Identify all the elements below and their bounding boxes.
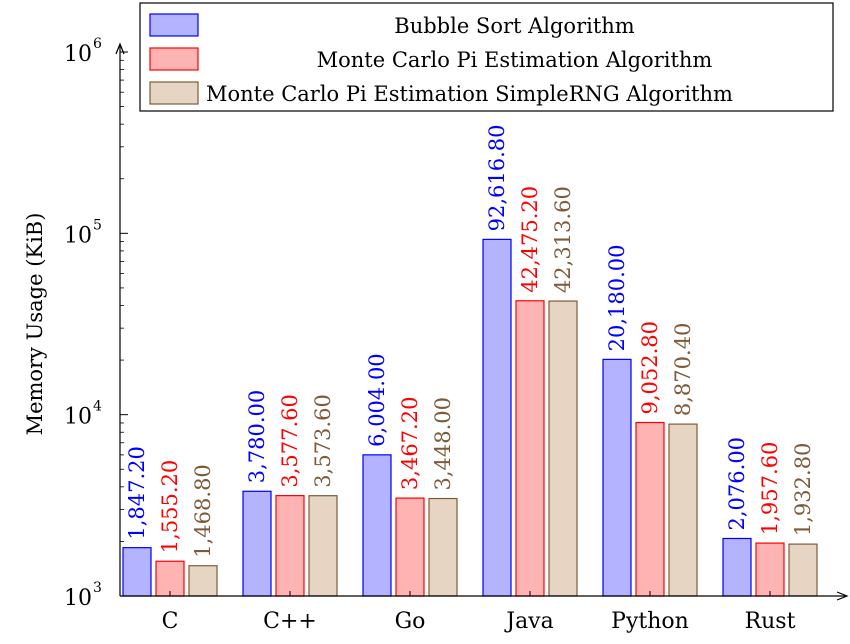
- y-tick-exponent: 5: [93, 217, 102, 233]
- bars: [122, 238, 818, 597]
- bar: [788, 543, 818, 597]
- x-category-label: Java: [504, 609, 553, 634]
- bar-value-label: 1,468.80: [191, 464, 215, 558]
- legend-swatch: [149, 81, 199, 105]
- bar: [722, 537, 752, 597]
- bar: [308, 495, 338, 597]
- bar-value-label: 3,577.60: [278, 394, 302, 488]
- bar: [122, 547, 152, 597]
- y-tick-label: 10: [64, 586, 92, 611]
- y-axis-label: Memory Usage (KiB): [23, 213, 47, 436]
- bar-value-label: 1,932.80: [791, 443, 815, 537]
- bar: [668, 423, 698, 597]
- bar: [635, 421, 665, 597]
- data-labels: 1,847.20 1,555.20 1,468.80 3,780.00 3,577.60…: [125, 124, 815, 557]
- y-tick-exponent: 6: [93, 36, 102, 52]
- bar-value-label: 3,467.20: [398, 397, 422, 491]
- x-category-label: C++: [263, 609, 317, 634]
- legend-swatch: [149, 47, 199, 71]
- y-tick-label: 10: [64, 405, 92, 430]
- x-category-label: Go: [395, 609, 426, 634]
- x-category-label: Python: [611, 609, 689, 634]
- y-axis-arrow: [115, 42, 125, 55]
- legend-entry-label: Monte Carlo Pi Estimation SimpleRNG Algo…: [206, 82, 733, 106]
- legend: Bubble Sort Algorithm Monte Carlo Pi Esti…: [139, 2, 834, 112]
- bar-value-label: 3,448.00: [431, 397, 455, 491]
- bar-value-label: 92,616.80: [485, 124, 509, 231]
- legend-entry-label: Bubble Sort Algorithm: [394, 14, 635, 38]
- bar: [548, 300, 578, 597]
- bar: [515, 300, 545, 597]
- bar: [428, 497, 458, 597]
- legend-box: [139, 2, 834, 112]
- bar: [482, 238, 512, 597]
- legend-swatch: [149, 13, 199, 37]
- x-category-label: C: [162, 609, 179, 634]
- bar-value-label: 8,870.40: [671, 323, 695, 417]
- y-tick-exponent: 3: [93, 580, 102, 596]
- bar-value-label: 3,573.60: [311, 394, 335, 488]
- legend-entry-label: Monte Carlo Pi Estimation Algorithm: [317, 48, 713, 72]
- bar-value-label: 42,475.20: [518, 186, 542, 293]
- bar-value-label: 9,052.80: [638, 321, 662, 415]
- bar: [242, 490, 272, 597]
- bar-value-label: 1,957.60: [758, 442, 782, 536]
- bar-value-label: 6,004.00: [365, 353, 389, 447]
- bar: [602, 358, 632, 597]
- bar-value-label: 1,555.20: [158, 460, 182, 554]
- bar: [188, 565, 218, 597]
- bar-value-label: 20,180.00: [605, 244, 629, 351]
- bar-value-label: 2,076.00: [725, 437, 749, 531]
- bar-value-label: 42,313.60: [551, 186, 575, 293]
- bar: [395, 497, 425, 597]
- y-tick-exponent: 4: [93, 399, 102, 415]
- bar-value-label: 3,780.00: [245, 390, 269, 484]
- x-axis-arrow: [836, 591, 849, 601]
- x-category-label: Rust: [745, 609, 796, 634]
- bar: [155, 560, 185, 597]
- y-tick-label: 10: [64, 42, 92, 67]
- bar-value-label: 1,847.20: [125, 446, 149, 540]
- bar: [362, 454, 392, 597]
- y-tick-label: 10: [64, 223, 92, 248]
- bar: [275, 495, 305, 597]
- bar: [755, 542, 785, 597]
